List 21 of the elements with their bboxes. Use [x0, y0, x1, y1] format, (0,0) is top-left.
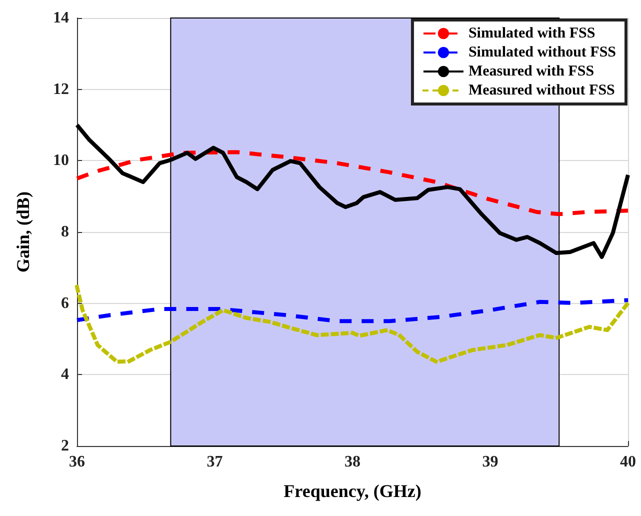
x-tick-label: 37 — [206, 454, 223, 470]
legend-label: Measured without FSS — [468, 82, 615, 98]
line-series — [75, 298, 630, 324]
y-axis-title: Gain, (dB) — [13, 191, 33, 273]
line-series — [75, 150, 630, 216]
legend-label: Simulated without FSS — [468, 44, 616, 60]
y-tick-label: 12 — [53, 80, 69, 98]
y-tick-label: 10 — [53, 152, 69, 170]
x-axis-title: Frequency, (GHz) — [284, 481, 422, 501]
x-tick-label: 38 — [344, 454, 360, 470]
line-series — [75, 284, 630, 364]
y-tick-label: 4 — [61, 366, 69, 384]
y-tick-label: 14 — [53, 10, 69, 26]
y-tick-label: 2 — [61, 438, 69, 454]
legend-label: Simulated with FSS — [468, 26, 596, 42]
y-tick-label: 8 — [61, 224, 69, 240]
y-tick-label: 6 — [61, 294, 69, 312]
legend-label: Measured with FSS — [468, 64, 594, 80]
x-tick-label: 40 — [620, 454, 636, 470]
x-tick-label: 36 — [69, 454, 85, 470]
x-tick-label: 39 — [482, 454, 498, 470]
